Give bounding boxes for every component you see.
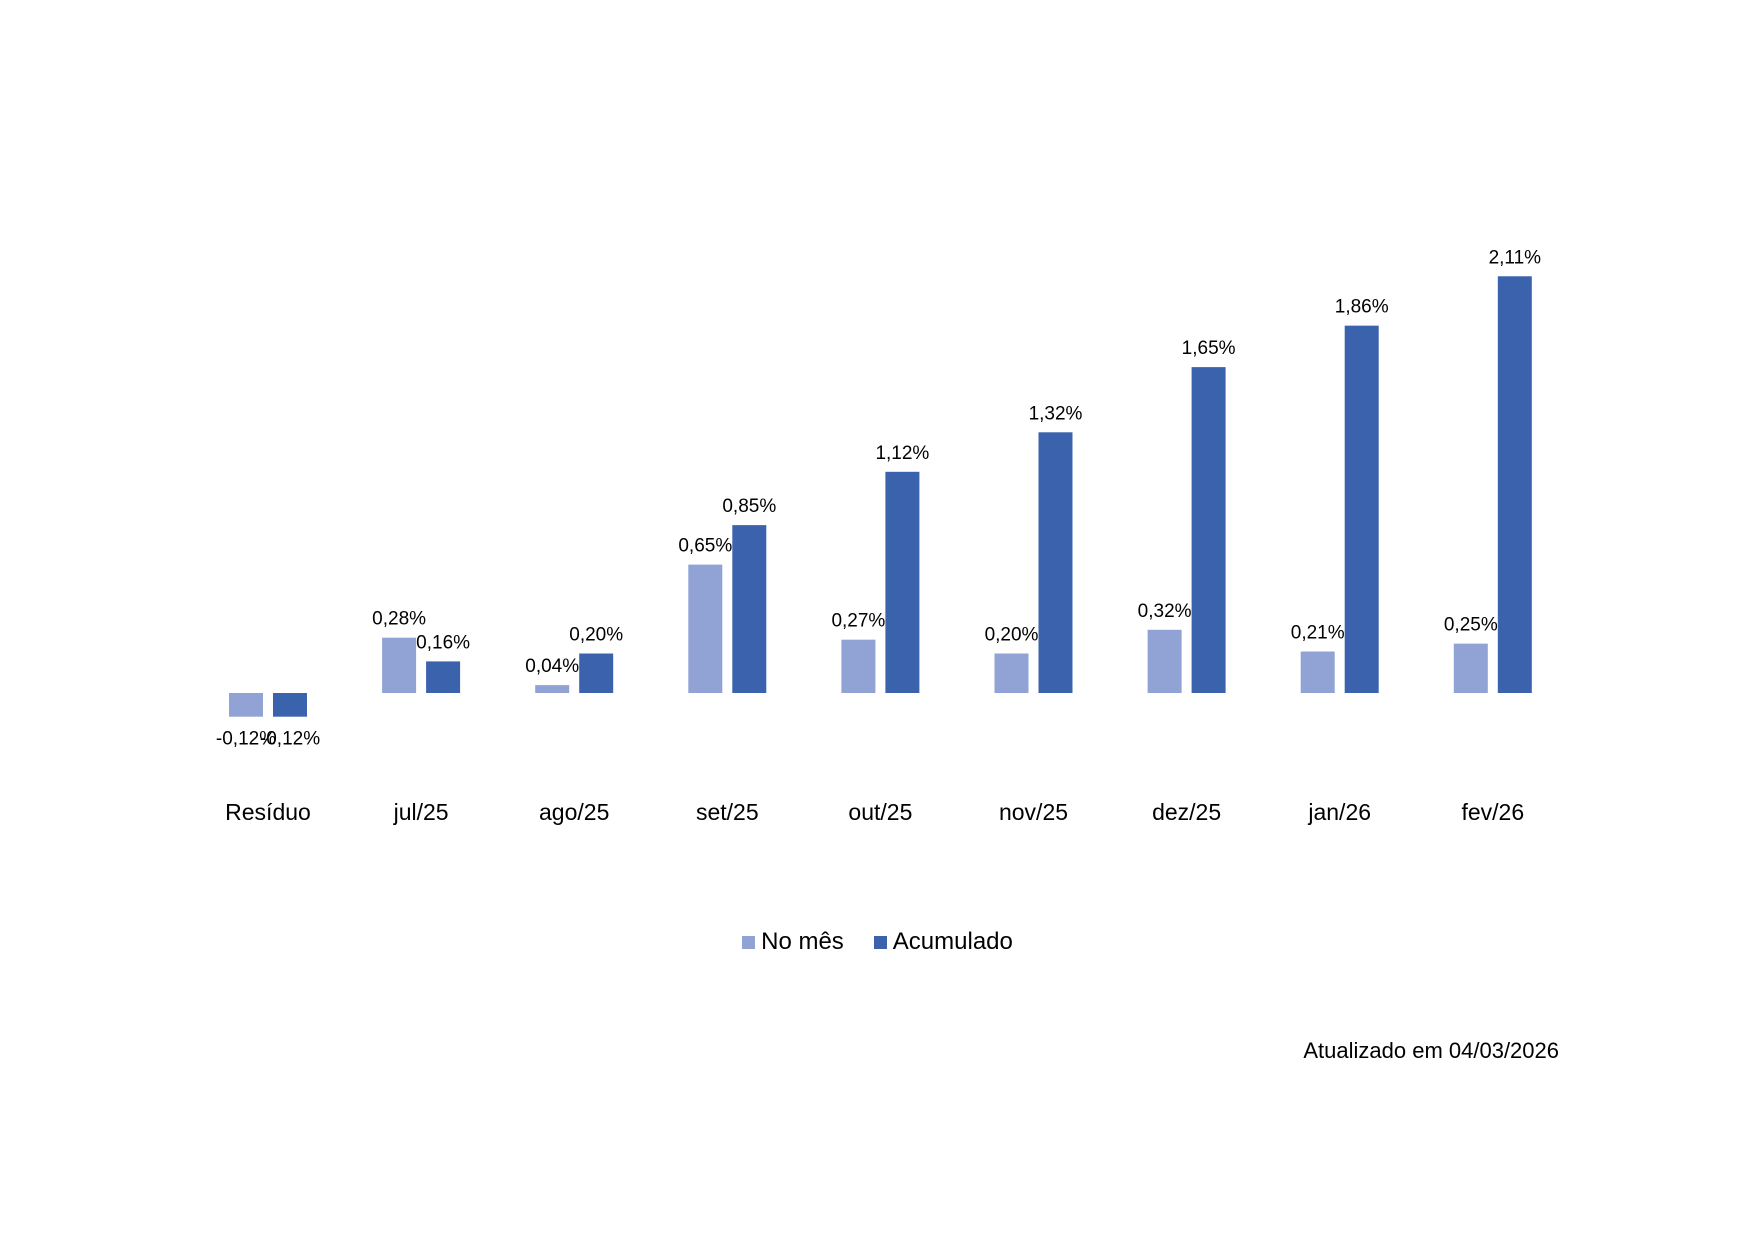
bar-no-mes-nov-25 [994,653,1029,693]
data-label-no-mes-ago-25: 0,04% [525,656,579,677]
updated-date: Atualizado em 04/03/2026 [1303,1038,1559,1063]
legend-label-no-mes: No mês [761,928,844,955]
bar-acumulado-dez-25 [1191,367,1226,693]
data-label-acumulado-dez-25: 1,65% [1182,338,1236,359]
data-label-no-mes-out-25: 0,27% [831,611,885,632]
data-label-acumulado-jan-26: 1,86% [1335,297,1389,318]
bar-no-mes-jan-26 [1300,651,1335,693]
bar-acumulado-nov-25 [1038,432,1073,693]
legend: No mês Acumulado [0,928,1755,956]
category-label-fev-26: fev/26 [1461,799,1524,825]
category-label-out-25: out/25 [848,799,912,825]
category-label-jan-26: jan/26 [1307,799,1371,825]
data-label-acumulado-nov-25: 1,32% [1029,403,1083,424]
data-label-no-mes-nov-25: 0,20% [985,625,1039,646]
data-label-acumulado-ago-25: 0,20% [569,625,623,646]
data-label-no-mes-jan-26: 0,21% [1291,623,1345,644]
bar-acumulado-out-25 [885,471,920,693]
data-label-acumulado-out-25: 1,12% [875,443,929,464]
data-label-no-mes-res-duo: -0,12% [216,729,276,750]
bar-no-mes-dez-25 [1147,629,1182,693]
data-label-no-mes-jul-25: 0,28% [372,609,426,630]
bar-no-mes-fev-26 [1453,643,1488,693]
legend-swatch-acumulado [873,935,887,949]
data-label-acumulado-res-duo: -0,12% [260,729,320,750]
category-label-jul-25: jul/25 [393,799,449,825]
bar-acumulado-jul-25 [426,661,461,693]
data-label-acumulado-set-25: 0,85% [722,496,776,517]
legend-item-no-mes: No mês [742,928,844,956]
category-label-set-25: set/25 [696,799,759,825]
category-label-res-duo: Resíduo [225,799,311,825]
bar-no-mes-jul-25 [382,637,417,693]
bar-acumulado-set-25 [732,525,767,693]
data-label-acumulado-fev-26: 2,11% [1489,247,1542,268]
legend-swatch-no-mes [742,935,756,949]
bar-acumulado-fev-26 [1497,276,1532,693]
bar-chart: -0,12%-0,12% Resíduo 0,28%0,16% jul/25 0,04%… [216,247,1542,825]
bar-no-mes-out-25 [841,639,876,693]
category-label-dez-25: dez/25 [1152,799,1221,825]
legend-item-acumulado: Acumulado [873,928,1013,956]
legend-label-acumulado: Acumulado [892,928,1013,955]
category-label-ago-25: ago/25 [539,799,609,825]
bar-acumulado-jan-26 [1344,325,1379,693]
data-label-acumulado-jul-25: 0,16% [416,632,470,653]
bar-no-mes-ago-25 [535,685,570,693]
data-label-no-mes-fev-26: 0,25% [1444,615,1498,636]
bar-no-mes-res-duo [229,693,263,717]
category-label-nov-25: nov/25 [999,799,1068,825]
data-label-no-mes-dez-25: 0,32% [1138,601,1192,622]
data-label-no-mes-set-25: 0,65% [678,536,732,557]
bar-acumulado-ago-25 [579,653,614,693]
bar-acumulado-res-duo [273,693,307,717]
bar-no-mes-set-25 [688,564,723,693]
